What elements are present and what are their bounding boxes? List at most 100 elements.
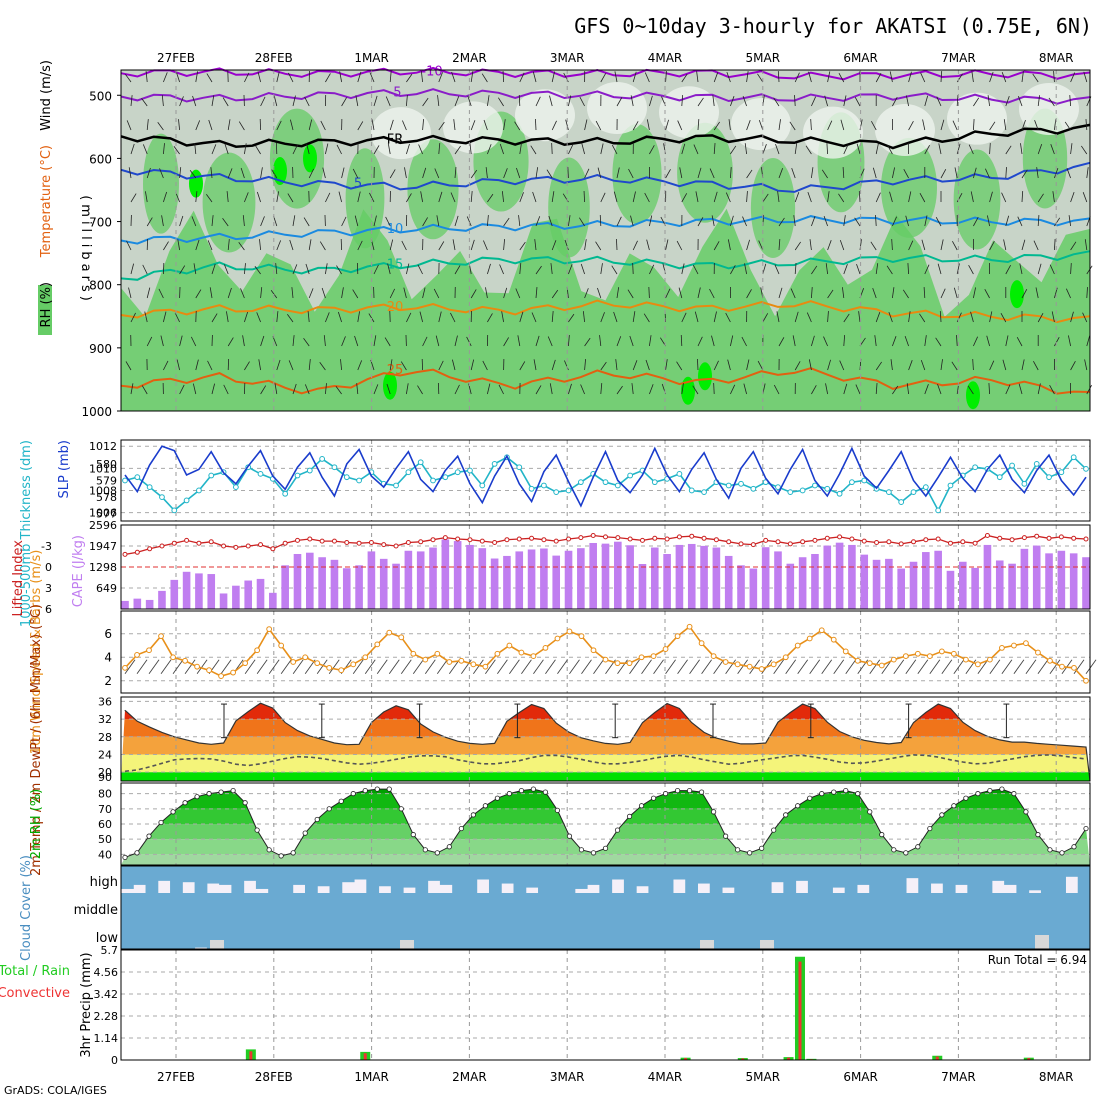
- wind-barb: [211, 95, 215, 107]
- rh-point: [158, 819, 164, 826]
- wind-barb: [823, 336, 828, 347]
- wind-barb: [746, 71, 749, 83]
- rh-point: [915, 844, 921, 850]
- wind-barb: [519, 263, 522, 275]
- wind-barb: [226, 191, 229, 203]
- lifted-index-point: [763, 537, 769, 543]
- cloud-bar-middle: [329, 893, 343, 921]
- wind-barb: [875, 263, 879, 275]
- wind-barb: [487, 144, 492, 155]
- thickness-point: [528, 485, 535, 492]
- wind-speed-point: [999, 644, 1005, 651]
- cloud-bar-high: [599, 866, 613, 893]
- wind-barb: [275, 263, 278, 275]
- wind-barb: [454, 96, 460, 107]
- lifted-index-point: [516, 536, 522, 542]
- thickness-point: [430, 477, 436, 484]
- wind-speed-point: [506, 642, 513, 649]
- rh-point: [711, 809, 717, 815]
- precip-convective-bar: [798, 961, 802, 1060]
- wind-barb: [692, 264, 699, 275]
- pressure-tick: 800: [89, 279, 112, 293]
- rh-point: [1059, 850, 1065, 856]
- cloud-bar-middle: [942, 893, 956, 921]
- wind-barb: [972, 359, 974, 371]
- wind-barb: [211, 215, 214, 227]
- legend-rh: RH (%): [39, 282, 54, 327]
- wind-barb-10m: [1085, 659, 1097, 674]
- precip-convective-bar: [363, 1053, 367, 1060]
- wind-barb: [616, 97, 623, 107]
- wind-barb: [1000, 313, 1007, 323]
- cloud-bar-high: [145, 866, 159, 893]
- wind-barb: [746, 120, 751, 131]
- cape-bar: [626, 545, 634, 609]
- cape-bar: [256, 578, 265, 609]
- wind-barb: [453, 119, 456, 131]
- cape-bar: [798, 557, 807, 609]
- lifted-index-point: [307, 536, 313, 542]
- wind-barb: [223, 384, 229, 395]
- temp-tick: 28: [98, 731, 112, 744]
- wind-barb: [160, 335, 164, 347]
- rh-point: [927, 825, 933, 832]
- wind-barb: [924, 335, 927, 347]
- wind-barb: [580, 384, 585, 395]
- wind-barb: [1049, 264, 1055, 275]
- wind-barb: [159, 168, 164, 179]
- wind-barb: [694, 311, 699, 323]
- wind-barb: [649, 215, 653, 227]
- wind-barb: [776, 311, 780, 323]
- wind-tick: 6: [104, 627, 112, 641]
- cloud-bar-middle: [562, 893, 576, 921]
- wind-barb: [1021, 169, 1028, 179]
- wind-barb: [146, 217, 153, 227]
- cloud-bar-low: [955, 921, 968, 949]
- wind-barb: [940, 359, 943, 371]
- wind-barb: [584, 359, 586, 371]
- thickness-point: [171, 507, 178, 514]
- pressure-tick: 1000: [81, 405, 112, 419]
- wind-barb: [128, 287, 132, 299]
- thickness-point: [1083, 465, 1089, 472]
- wind-barb: [1035, 287, 1039, 299]
- wind-barb: [292, 144, 298, 155]
- wind-barb: [238, 121, 245, 131]
- wind-barb: [515, 288, 521, 299]
- wind-barb: [924, 264, 930, 275]
- precip-tick: 2.28: [94, 1010, 119, 1023]
- wind-barb: [627, 289, 634, 299]
- wind-barb: [989, 360, 995, 371]
- wind-barb: [886, 265, 893, 275]
- cloud-bar-middle: [550, 893, 564, 921]
- cloud-bar-high: [452, 866, 465, 893]
- wind-barb: [580, 263, 585, 275]
- wind-barb: [535, 216, 541, 227]
- lifted-index-point: [713, 537, 719, 543]
- wind-barb: [856, 143, 861, 155]
- cloud-bar-low: [660, 921, 674, 949]
- wind-speed-point: [698, 640, 705, 647]
- cloud-bar-low: [844, 921, 858, 949]
- wind-barb: [387, 143, 391, 155]
- wind-barb: [271, 169, 278, 179]
- wind-speed-point: [842, 648, 849, 655]
- rh-moist-patch: [345, 148, 385, 249]
- cloud-bar-middle: [268, 893, 281, 921]
- rh-saturated-spot: [966, 381, 980, 410]
- wind-barb: [989, 241, 995, 251]
- wind-barb: [892, 216, 898, 227]
- cloud-bar-high: [366, 866, 380, 893]
- wind-barb-10m: [893, 659, 905, 674]
- lifted-index-point: [492, 540, 498, 545]
- thickness-point: [282, 490, 289, 497]
- wind-barb: [952, 241, 958, 251]
- wind-barb: [1086, 385, 1092, 395]
- wind-barb: [373, 95, 378, 107]
- wind-barb: [179, 96, 184, 107]
- wind-barb: [450, 312, 456, 323]
- wind-barb: [195, 239, 200, 251]
- wind-barb: [809, 239, 812, 251]
- wind-barb: [244, 263, 246, 275]
- wind-barb: [240, 288, 245, 299]
